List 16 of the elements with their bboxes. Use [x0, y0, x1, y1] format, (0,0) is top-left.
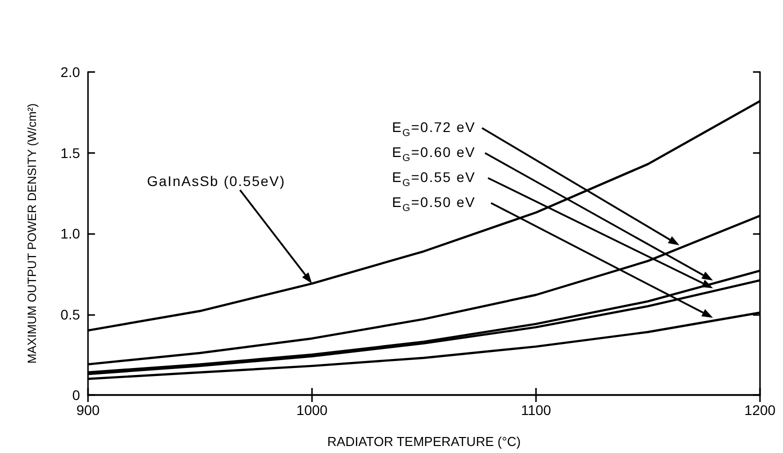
y-axis-title: MAXIMUM OUTPUT POWER DENSITY (W/cm²) [25, 103, 39, 364]
annotation: GaInAsSb (0.55eV) [146, 172, 286, 190]
text: E$_{G}$=0.72 eV [391, 118, 477, 141]
text: E$_{G}$=0.55 eV [391, 168, 477, 191]
y-tick-label: 1.5 [60, 144, 80, 161]
y-tick-label: 0.5 [60, 306, 80, 322]
x-tick-label: 1100 [520, 402, 552, 418]
y-tick-label: 0 [72, 387, 80, 403]
x-tick-label: 900 [76, 402, 100, 418]
y-tick-label: 1.0 [60, 226, 80, 242]
x-tick-label: 1200 [744, 402, 776, 418]
text: E$_{G}$=0.50 eV [391, 193, 477, 216]
text: E$_{G}$=0.60 eV [391, 143, 477, 166]
y-tick-label: 2.0 [60, 64, 80, 80]
x-tick-label: 1000 [296, 402, 328, 418]
x-axis-title: RADIATOR TEMPERATURE (°C) [327, 434, 521, 449]
